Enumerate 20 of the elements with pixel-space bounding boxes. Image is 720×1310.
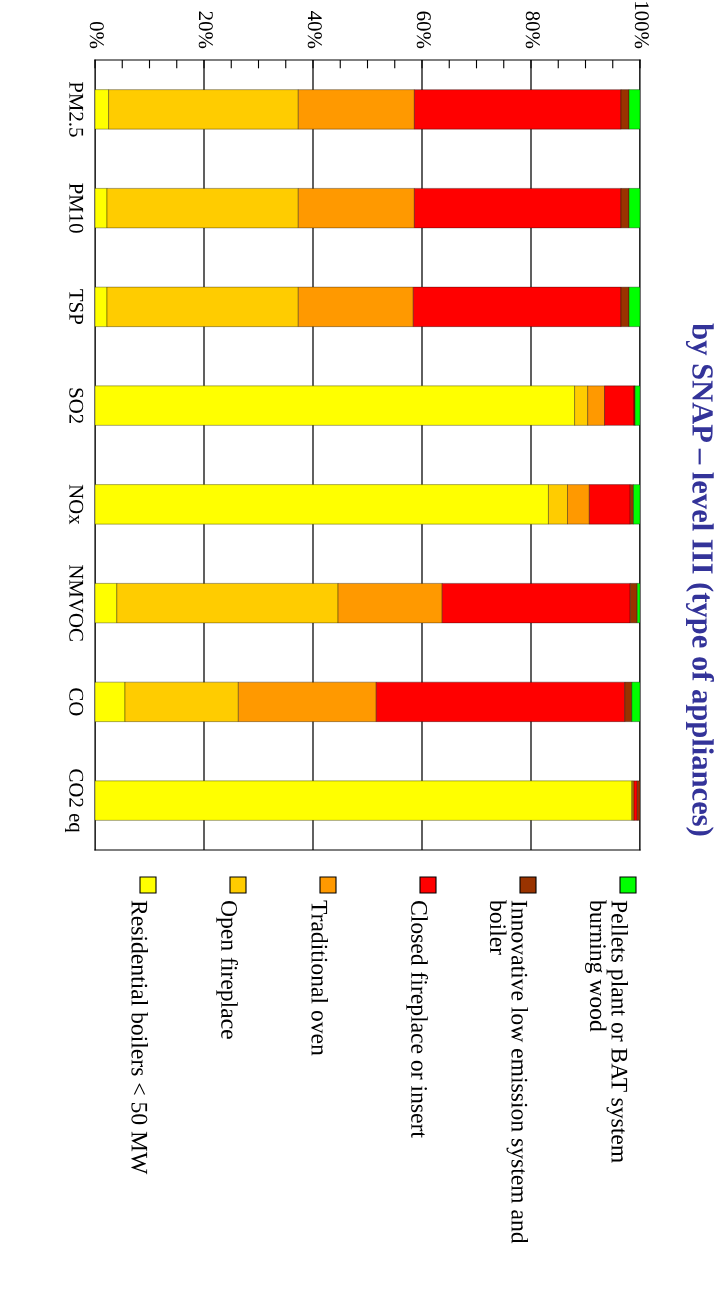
legend-label: Innovative low emission system and boiler [489,900,528,1244]
legend-label: Residential boilers < 50 MW [131,900,148,1175]
y-tick-label: TSP [69,289,84,324]
y-tick-label: CO2 eq [65,769,84,833]
y-tick-label: PM10 [69,183,84,233]
y-tick-label: CO [69,688,84,716]
y-tick-label: PM2.5 [69,81,84,137]
y-tick-label: NOx [69,484,84,525]
legend-label: Open fireplace [216,900,238,1039]
x-tick-label: 60% [416,11,431,49]
x-tick-label: 100% [634,2,649,49]
x-tick-label: 0% [89,21,104,49]
x-tick-label: 20% [198,11,213,49]
y-tick-label: NMVOC [69,564,84,641]
x-tick-label: 40% [307,11,322,49]
legend-label: Traditional oven [311,900,328,1056]
text: by SNAP – level III (type of appliances) [685,323,715,836]
y-tick-label: SO2 [69,388,84,423]
x-tick-label: 80% [525,11,540,49]
legend-label: Closed fireplace or insert [406,900,428,1138]
